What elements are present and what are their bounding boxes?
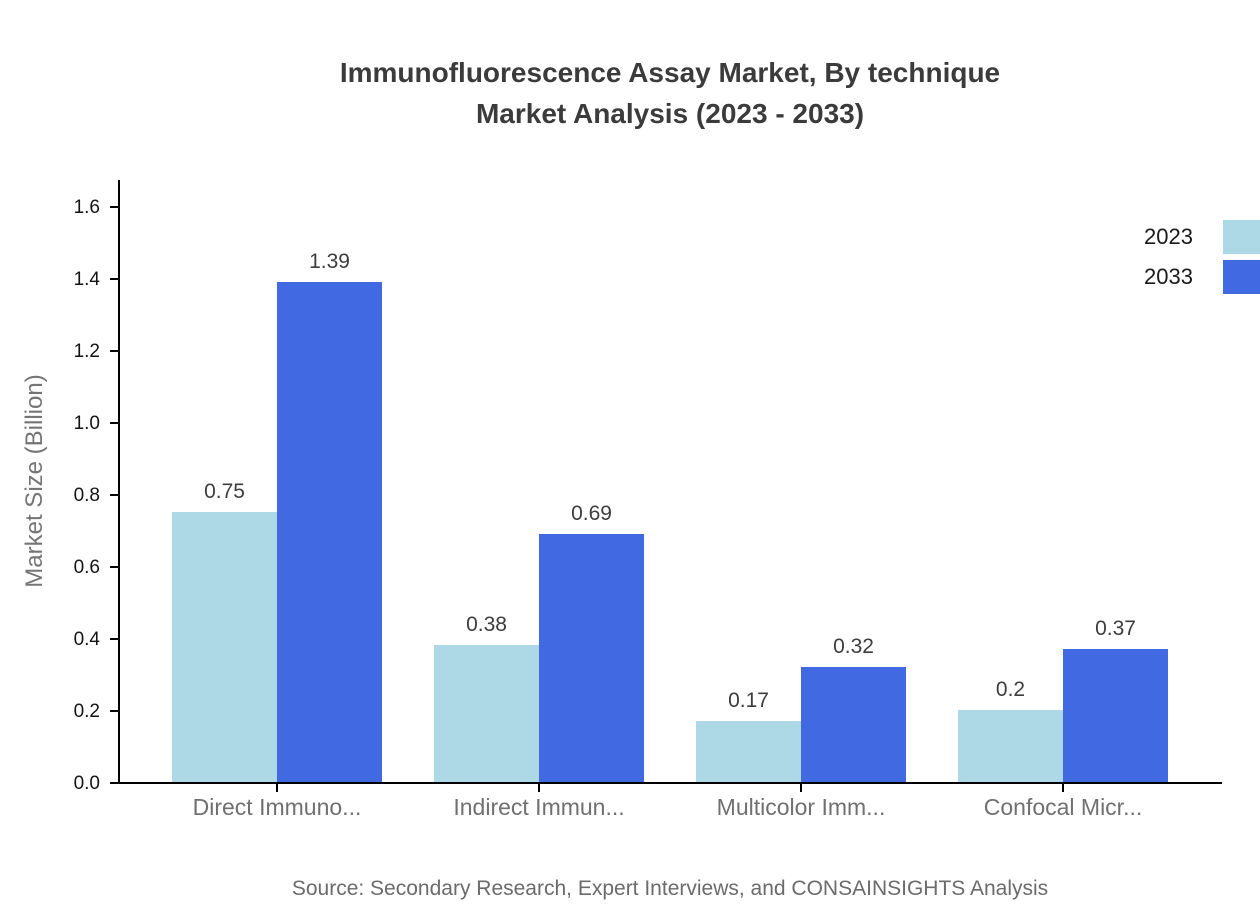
y-tick-label: 0.2 [73,701,100,722]
category-label-3: Multicolor Imm... [716,794,886,820]
bar-2033-1 [277,281,382,782]
y-tick-mark [110,206,118,208]
legend-item-2023: 2023 [0,220,1260,254]
legend-label-2023: 2023 [1144,224,1193,249]
y-tick-label: 0.0 [73,773,100,794]
source-attribution: Source: Secondary Research, Expert Inter… [291,877,1049,900]
y-tick-mark [110,278,118,280]
value-label-2033-2: 0.69 [571,501,612,525]
y-tick-mark [110,494,118,496]
y-tick-mark [110,350,118,352]
value-label-2023-2: 0.38 [466,613,507,637]
bar-2023-2 [434,645,539,782]
y-tick-mark [110,566,118,568]
bar-2033-4 [1063,648,1168,782]
x-tick-mark [1062,784,1064,792]
y-tick-mark [110,422,118,424]
y-tick-label: 0.4 [73,629,100,650]
chart-title: Immunofluorescence Assay Market, By tech… [118,52,1222,134]
value-label-2033-1: 1.39 [309,249,350,273]
value-label-2023-1: 0.75 [204,480,245,503]
value-label-2033-3: 0.32 [833,634,874,658]
y-tick-mark [110,782,118,784]
bar-2023-1 [172,512,277,782]
legend-item-2033: 2033 [0,260,1260,294]
y-tick-label: 0.6 [73,557,100,578]
value-label-2033-4: 0.37 [1095,616,1136,640]
x-axis-spine [118,782,1222,784]
y-axis-spine [118,180,120,784]
bar-2023-3 [696,720,801,782]
y-tick-label: 1.6 [73,197,100,218]
y-tick-label: 1.0 [73,413,100,434]
x-tick-mark [276,784,278,792]
chart-title-line-2: Market Analysis (2023 - 2033) [475,98,865,129]
y-tick-label: 1.2 [73,341,100,362]
bar-2033-2 [539,533,644,782]
legend-swatch-2023 [1223,220,1260,254]
value-label-2023-4: 0.2 [995,678,1026,701]
category-label-1: Direct Immuno... [192,794,362,820]
x-tick-mark [538,784,540,792]
y-tick-label: 1.4 [73,269,100,290]
y-tick-label: 0.8 [73,485,100,506]
bar-2033-3 [801,666,906,782]
y-tick-mark [110,710,118,712]
category-label-4: Confocal Micr... [983,794,1143,820]
category-label-2: Indirect Immun... [453,794,625,820]
legend-label-2033: 2033 [1144,264,1193,289]
y-tick-mark [110,638,118,640]
legend-swatch-2033 [1223,260,1260,294]
bar-2023-4 [958,710,1063,782]
x-tick-mark [800,784,802,792]
value-label-2023-3: 0.17 [728,688,769,712]
chart-title-line-1: Immunofluorescence Assay Market, By tech… [339,57,1001,88]
